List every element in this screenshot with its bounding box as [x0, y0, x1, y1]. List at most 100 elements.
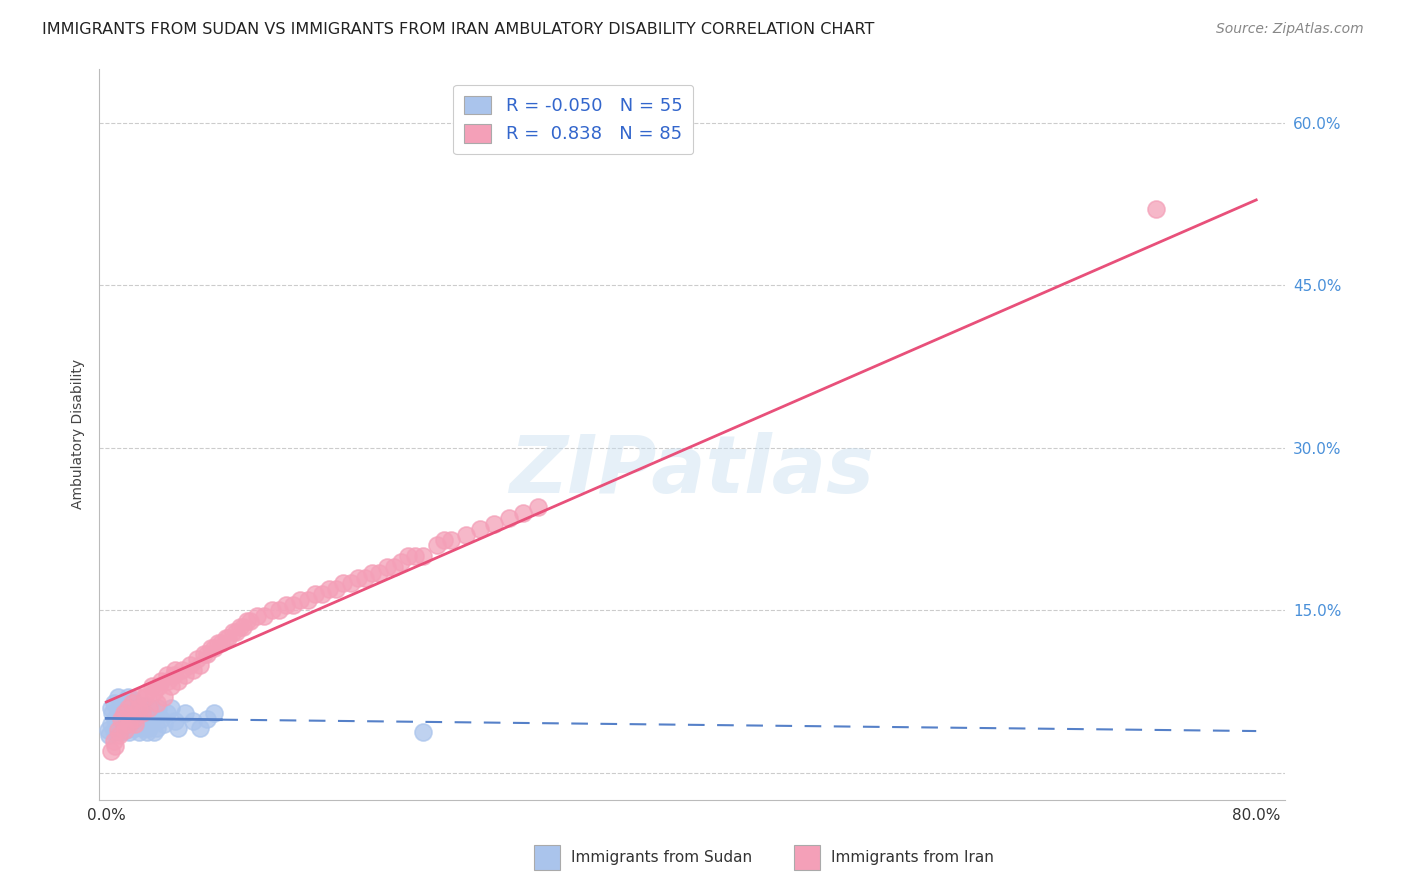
- Point: [153, 717, 176, 731]
- Point: [101, 706, 124, 721]
- Point: [304, 587, 326, 601]
- Point: [484, 516, 506, 531]
- Point: [433, 533, 456, 547]
- Point: [122, 712, 145, 726]
- Point: [318, 582, 340, 596]
- Text: Immigrants from Iran: Immigrants from Iran: [831, 850, 994, 864]
- Point: [134, 714, 156, 728]
- Point: [498, 511, 520, 525]
- Point: [112, 706, 135, 721]
- Point: [107, 690, 129, 705]
- Point: [172, 663, 194, 677]
- Point: [167, 721, 190, 735]
- Point: [229, 620, 252, 634]
- Point: [128, 701, 150, 715]
- Point: [218, 631, 240, 645]
- Point: [117, 714, 139, 728]
- Point: [103, 723, 125, 737]
- Point: [115, 723, 138, 737]
- Point: [404, 549, 426, 564]
- Point: [354, 571, 377, 585]
- Point: [114, 723, 136, 737]
- Point: [128, 724, 150, 739]
- Point: [138, 701, 160, 715]
- Point: [148, 679, 170, 693]
- Bar: [534, 845, 560, 870]
- Point: [165, 663, 187, 677]
- Point: [412, 549, 434, 564]
- Point: [103, 696, 125, 710]
- Point: [110, 701, 132, 715]
- Point: [131, 721, 153, 735]
- Point: [207, 636, 229, 650]
- Point: [138, 721, 160, 735]
- Point: [110, 712, 132, 726]
- Point: [114, 706, 136, 721]
- Point: [142, 724, 165, 739]
- Point: [135, 685, 157, 699]
- Point: [160, 679, 183, 693]
- Point: [283, 598, 305, 612]
- Point: [124, 717, 146, 731]
- Bar: [794, 845, 820, 870]
- Point: [108, 728, 131, 742]
- Point: [332, 576, 354, 591]
- Point: [375, 560, 398, 574]
- Point: [412, 724, 434, 739]
- Point: [104, 739, 127, 753]
- Point: [120, 701, 142, 715]
- Point: [297, 592, 319, 607]
- Point: [202, 706, 225, 721]
- Point: [253, 608, 276, 623]
- Point: [124, 721, 146, 735]
- Point: [153, 690, 176, 705]
- Point: [236, 615, 259, 629]
- Point: [118, 717, 141, 731]
- Point: [107, 706, 129, 721]
- Point: [121, 717, 143, 731]
- Point: [134, 690, 156, 705]
- Text: Immigrants from Sudan: Immigrants from Sudan: [571, 850, 752, 864]
- Point: [149, 712, 172, 726]
- Point: [311, 587, 333, 601]
- Point: [186, 652, 208, 666]
- Point: [118, 724, 141, 739]
- Point: [339, 576, 361, 591]
- Point: [127, 714, 149, 728]
- Point: [142, 685, 165, 699]
- Point: [129, 706, 152, 721]
- Point: [156, 706, 179, 721]
- Point: [97, 723, 120, 737]
- Point: [181, 714, 204, 728]
- Point: [290, 592, 312, 607]
- Point: [165, 714, 187, 728]
- Point: [526, 500, 548, 515]
- Point: [157, 673, 180, 688]
- Point: [239, 615, 262, 629]
- Point: [232, 620, 254, 634]
- Point: [512, 506, 534, 520]
- Point: [98, 728, 121, 742]
- Point: [468, 522, 491, 536]
- Point: [426, 538, 449, 552]
- Point: [195, 712, 218, 726]
- Point: [117, 701, 139, 715]
- Point: [225, 625, 247, 640]
- Point: [160, 701, 183, 715]
- Point: [100, 744, 122, 758]
- Point: [127, 690, 149, 705]
- Point: [396, 549, 419, 564]
- Point: [195, 647, 218, 661]
- Point: [325, 582, 347, 596]
- Point: [132, 698, 155, 713]
- Point: [103, 733, 125, 747]
- Point: [181, 663, 204, 677]
- Point: [135, 724, 157, 739]
- Point: [112, 696, 135, 710]
- Point: [105, 723, 128, 737]
- Point: [156, 668, 179, 682]
- Point: [108, 717, 131, 731]
- Point: [143, 706, 166, 721]
- Point: [141, 679, 163, 693]
- Point: [368, 566, 391, 580]
